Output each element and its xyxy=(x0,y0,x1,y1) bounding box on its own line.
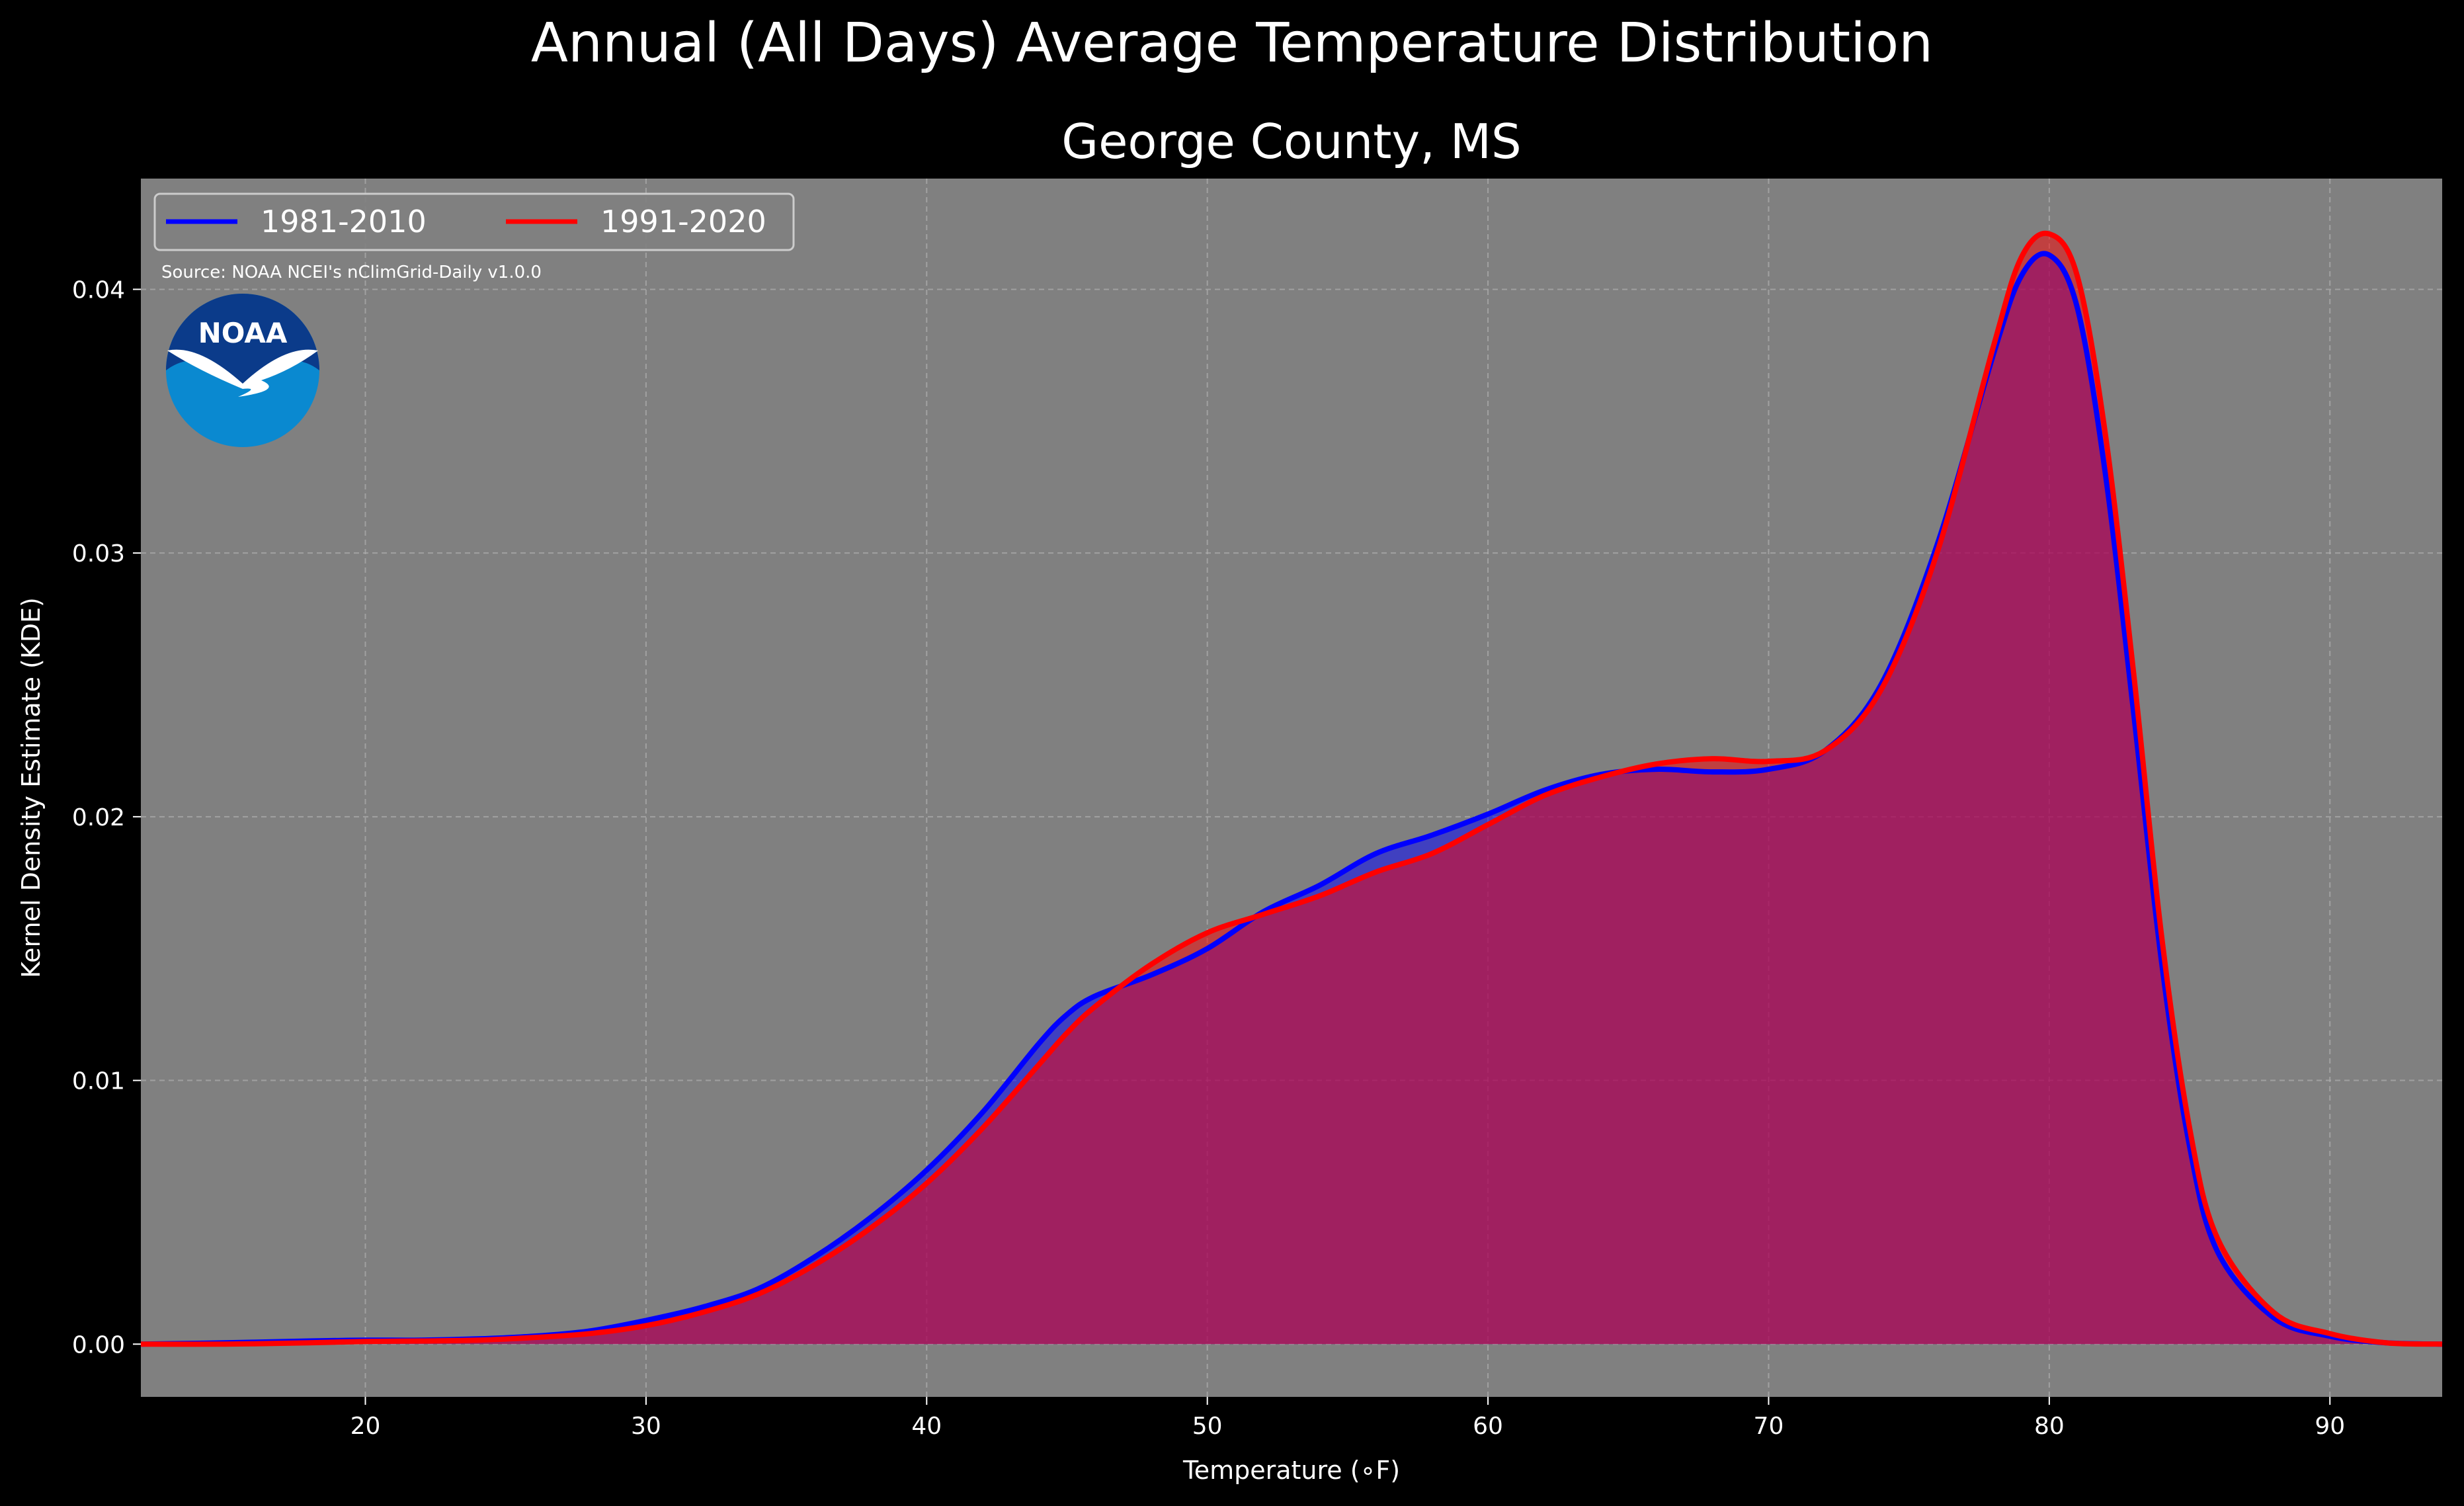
x-tick-label-80: 80 xyxy=(2034,1413,2065,1440)
y-axis-label: Kernel Density Estimate (KDE) xyxy=(17,597,46,978)
y-tick-label-0: 0.00 xyxy=(72,1331,125,1359)
x-axis-ticks: 20 30 40 50 60 70 80 90 xyxy=(350,1397,2345,1440)
series-lines xyxy=(140,230,2443,1347)
chart-subtitle: George County, MS xyxy=(1061,114,1522,169)
source-note: Source: NOAA NCEI's nClimGrid-Daily v1.0… xyxy=(161,263,542,282)
chart-title: Annual (All Days) Average Temperature Di… xyxy=(530,12,1934,75)
x-tick-label-30: 30 xyxy=(631,1413,661,1440)
series-line-1981-2010 xyxy=(140,251,2443,1347)
series-area-1991-2020 xyxy=(141,233,2442,1345)
y-tick-label-2: 0.02 xyxy=(72,804,125,831)
series-fills xyxy=(141,233,2442,1345)
y-tick-label-4: 0.04 xyxy=(72,276,125,304)
legend-label-1981-2010: 1981-2010 xyxy=(261,204,427,239)
legend: 1981-2010 1991-2020 xyxy=(153,192,795,251)
x-tick-label-60: 60 xyxy=(1473,1413,1503,1440)
x-axis-label: Temperature (∘F) xyxy=(1182,1456,1400,1485)
x-tick-label-20: 20 xyxy=(350,1413,381,1440)
y-tick-label-3: 0.03 xyxy=(72,540,125,567)
noaa-logo-text: NOAA xyxy=(198,317,288,349)
x-tick-label-70: 70 xyxy=(1754,1413,1784,1440)
noaa-logo: NOAA xyxy=(166,294,319,447)
x-tick-label-50: 50 xyxy=(1192,1413,1223,1440)
legend-box xyxy=(153,192,795,251)
x-tick-label-40: 40 xyxy=(911,1413,942,1440)
series-line-1991-2020 xyxy=(140,230,2443,1347)
y-tick-label-1: 0.01 xyxy=(72,1068,125,1095)
y-axis-ticks: 0.00 0.01 0.02 0.03 0.04 xyxy=(72,276,141,1359)
x-tick-label-90: 90 xyxy=(2315,1413,2345,1440)
legend-label-1991-2020: 1991-2020 xyxy=(600,204,766,239)
